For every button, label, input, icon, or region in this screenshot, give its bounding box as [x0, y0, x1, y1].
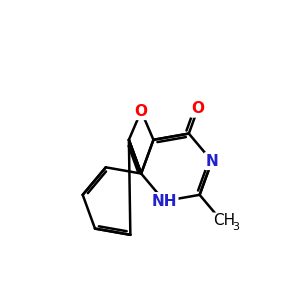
Text: O: O — [191, 101, 204, 116]
Text: N: N — [206, 154, 218, 169]
Text: CH: CH — [213, 213, 235, 228]
Text: NH: NH — [152, 194, 177, 208]
Text: 3: 3 — [232, 222, 239, 232]
Text: O: O — [135, 103, 148, 118]
